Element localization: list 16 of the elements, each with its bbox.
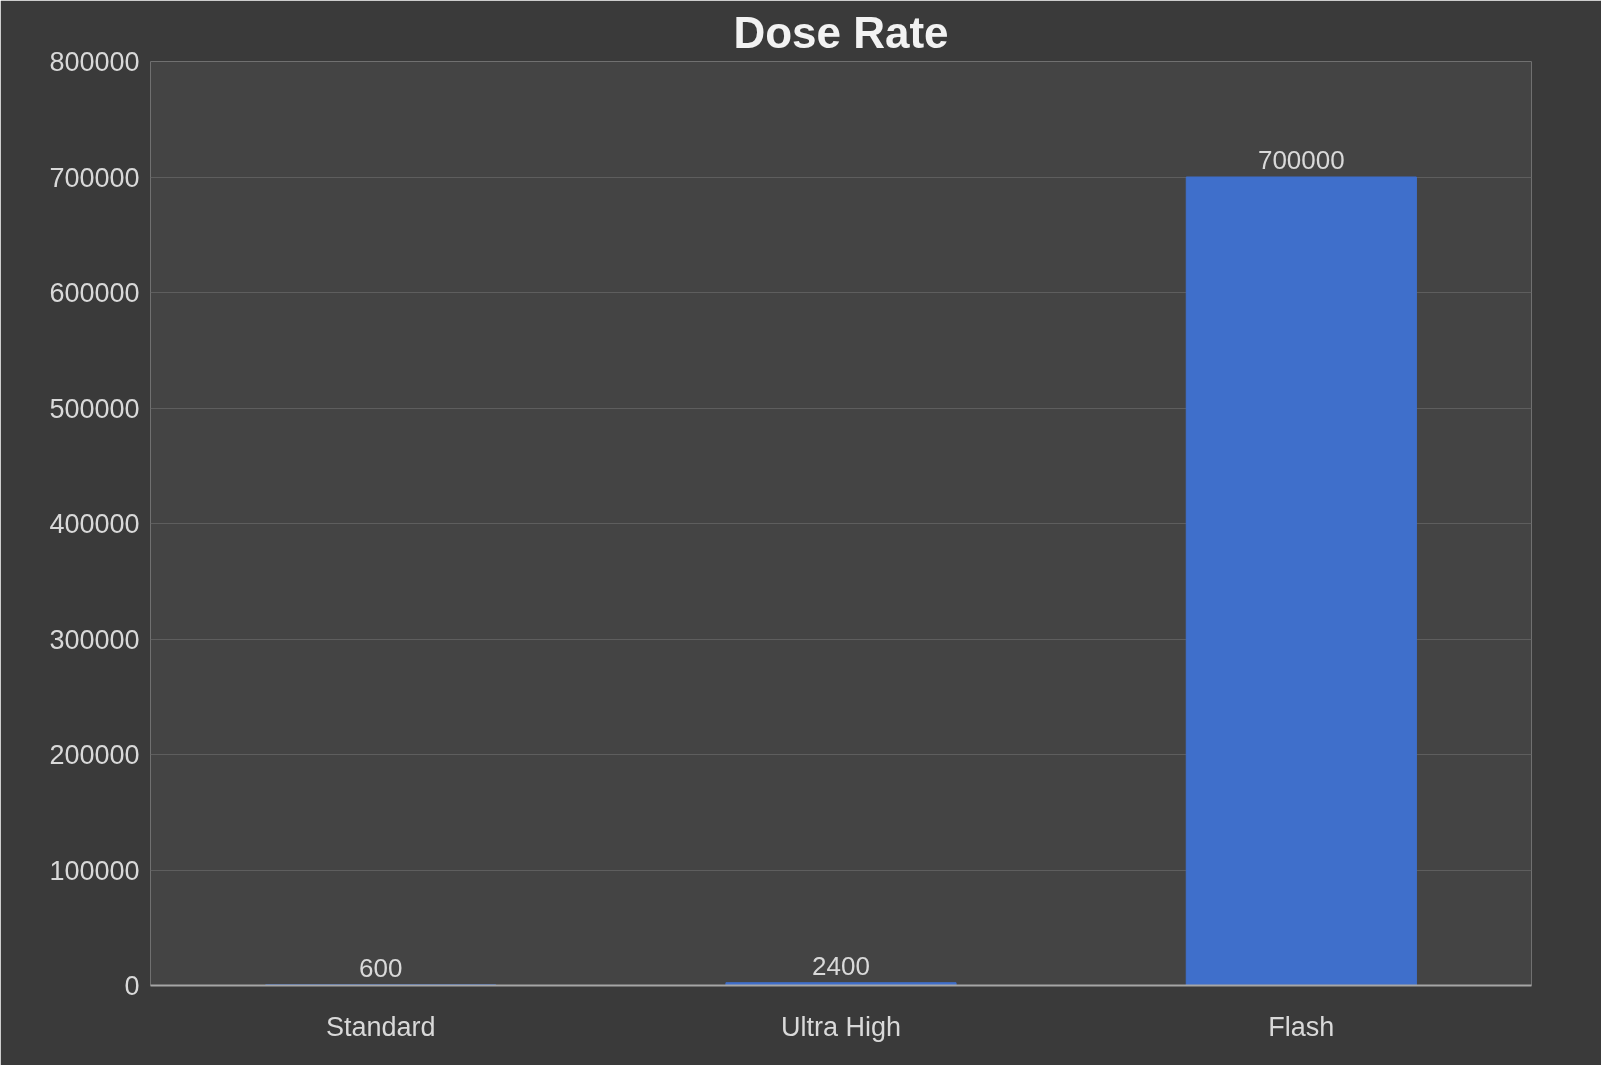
x-tick-label: Standard [325,1011,436,1042]
y-tick-label: 800000 [49,47,140,77]
data-label: 600 [358,952,403,983]
data-label: 2400 [812,950,870,981]
data-label: 700000 [1257,145,1345,175]
y-tick-label: 0 [124,971,140,1001]
y-tick-label: 500000 [49,393,140,424]
y-tick-label: 200000 [49,740,140,770]
y-tick-label: 100000 [49,855,140,886]
x-tick-label: Flash [1268,1011,1335,1042]
chart-title: Dose Rate [733,7,949,57]
y-tick-label: 400000 [49,509,140,539]
y-tick-label: 600000 [49,278,140,308]
y-tick-label: 300000 [49,624,140,655]
x-tick-label: Ultra High [780,1011,902,1042]
y-tick-label: 700000 [49,162,140,193]
